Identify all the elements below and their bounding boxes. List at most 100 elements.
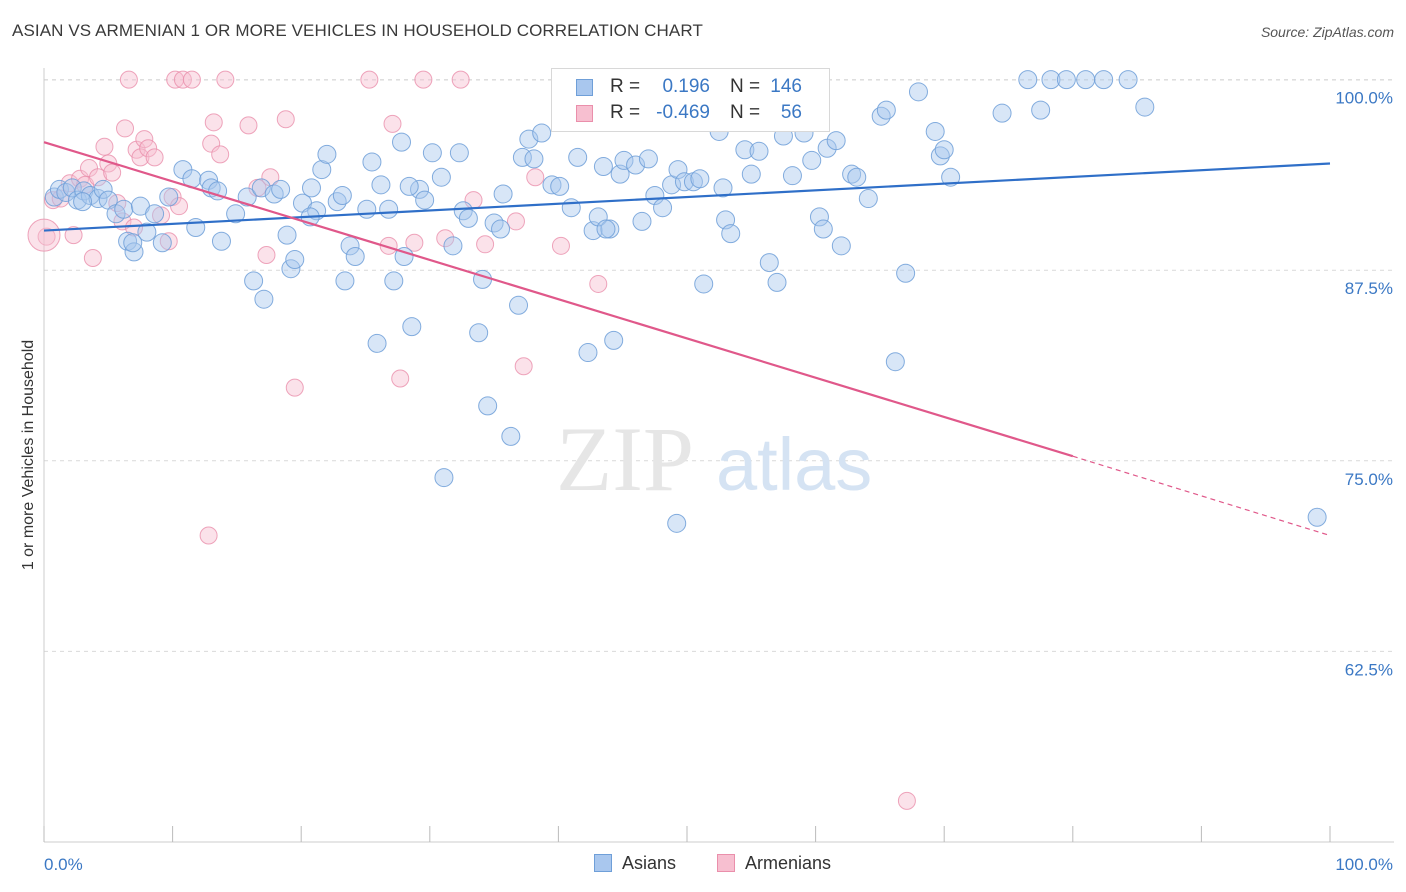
- asian-point: [458, 208, 478, 228]
- armenian-point: [173, 70, 192, 89]
- asian-point: [402, 317, 422, 337]
- asian-point: [186, 218, 206, 238]
- asian-point: [254, 289, 274, 309]
- armenian-point: [116, 119, 135, 138]
- y-tick-label: 100.0%: [1335, 89, 1393, 108]
- asian-point: [813, 219, 833, 239]
- asian-point: [345, 246, 365, 266]
- asian-point: [934, 140, 954, 160]
- asian-point: [392, 132, 412, 152]
- armenian-point: [182, 70, 201, 89]
- armenian-point: [199, 526, 218, 545]
- asian-point: [858, 189, 878, 209]
- asian-point: [721, 224, 741, 244]
- asian-point: [88, 189, 108, 209]
- asian-point: [561, 198, 581, 218]
- asian-point: [493, 184, 513, 204]
- asian-point: [226, 204, 246, 224]
- armenian-point: [506, 212, 525, 231]
- asian-point: [410, 179, 430, 199]
- asian-point: [443, 236, 463, 256]
- asian-point: [759, 253, 779, 273]
- armenian-trend-line: [43, 141, 1074, 458]
- asian-point: [524, 149, 544, 169]
- asian-point: [137, 222, 157, 242]
- asian-point: [449, 143, 469, 163]
- chart-title: ASIAN VS ARMENIAN 1 OR MORE VEHICLES IN …: [12, 21, 703, 40]
- bottom-legend-asians[interactable]: Asians: [594, 853, 676, 874]
- armenians-legend-swatch: [717, 854, 735, 872]
- asian-point: [384, 271, 404, 291]
- asian-point: [277, 225, 297, 245]
- asian-point: [211, 231, 231, 251]
- armenians-r-value: -0.469: [656, 102, 710, 123]
- asians-legend-label: Asians: [622, 853, 677, 873]
- asian-point: [826, 131, 846, 151]
- asian-point: [399, 176, 419, 196]
- asian-point: [667, 513, 687, 533]
- armenians-swatch: [576, 105, 593, 122]
- x-tick-label: 0.0%: [44, 855, 83, 874]
- asian-point: [653, 198, 673, 218]
- armenian-point: [131, 148, 150, 167]
- armenian-point: [360, 70, 379, 89]
- asian-point: [394, 246, 414, 266]
- armenian-point: [451, 70, 470, 89]
- armenian-point: [80, 159, 99, 178]
- armenian-point: [27, 218, 61, 252]
- asian-point: [501, 426, 521, 446]
- armenian-point: [514, 357, 533, 376]
- asian-point: [73, 192, 93, 212]
- armenian-point: [436, 229, 455, 248]
- stats-legend: R = 0.196 N = 146 R = -0.469 N = 56: [551, 68, 830, 132]
- asian-point: [802, 150, 822, 170]
- asian-point: [532, 123, 552, 143]
- x-tick-label: 100.0%: [1335, 855, 1393, 874]
- asians-r-value: 0.196: [662, 76, 710, 97]
- asian-point: [741, 164, 761, 184]
- asian-point: [340, 236, 360, 256]
- asian-point: [908, 82, 928, 102]
- asian-point: [285, 250, 305, 270]
- asian-point: [357, 199, 377, 219]
- y-tick-label: 62.5%: [1345, 660, 1393, 679]
- asian-point: [237, 187, 257, 207]
- asian-point: [62, 178, 82, 198]
- legend-row-asians: R = 0.196 N = 146: [552, 74, 829, 100]
- asian-point: [767, 272, 787, 292]
- asian-point: [831, 236, 851, 256]
- asian-point: [749, 141, 769, 161]
- armenian-point: [83, 249, 102, 268]
- asian-point: [271, 179, 291, 199]
- asian-point: [327, 192, 347, 212]
- asian-point: [431, 167, 451, 187]
- asian-point: [123, 233, 143, 253]
- asian-point: [1094, 70, 1114, 90]
- bottom-legend-armenians[interactable]: Armenians: [717, 853, 831, 874]
- asian-point: [469, 323, 489, 343]
- asian-point: [871, 106, 891, 126]
- armenian-point: [211, 145, 230, 164]
- armenian-point: [216, 70, 235, 89]
- gridlines: [44, 79, 1394, 652]
- asian-point: [713, 178, 733, 198]
- asian-point: [1018, 70, 1038, 90]
- asian-point: [690, 169, 710, 189]
- asian-point: [885, 352, 905, 372]
- armenian-points: [27, 70, 916, 810]
- armenian-point: [551, 236, 570, 255]
- armenian-point: [414, 70, 433, 89]
- armenians-n-label: N =: [730, 102, 761, 123]
- asian-point: [301, 178, 321, 198]
- asian-point: [782, 166, 802, 186]
- asian-point: [362, 152, 382, 172]
- asian-point: [1118, 70, 1138, 90]
- asian-point: [415, 190, 435, 210]
- asian-point: [941, 167, 961, 187]
- asian-point: [519, 129, 539, 149]
- asian-point: [550, 176, 570, 196]
- asian-point: [578, 343, 598, 363]
- armenian-point: [139, 139, 158, 158]
- asians-r-label: R =: [610, 76, 641, 97]
